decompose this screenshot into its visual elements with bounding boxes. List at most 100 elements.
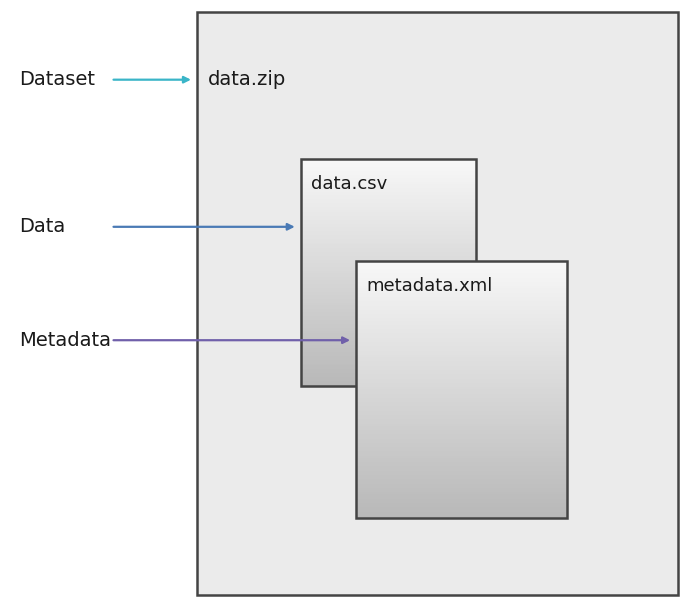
Bar: [356, 443, 567, 445]
Bar: [356, 419, 567, 422]
Bar: [301, 220, 476, 222]
Bar: [301, 327, 476, 330]
Bar: [301, 343, 476, 345]
Bar: [301, 297, 476, 299]
Bar: [301, 311, 476, 313]
Bar: [356, 284, 567, 286]
Bar: [356, 297, 567, 299]
Bar: [301, 227, 476, 229]
Bar: [356, 359, 567, 362]
Bar: [356, 445, 567, 447]
Bar: [301, 384, 476, 386]
Bar: [356, 289, 567, 291]
Bar: [356, 402, 567, 405]
Bar: [301, 339, 476, 341]
Bar: [356, 508, 567, 509]
Bar: [356, 394, 567, 396]
Bar: [356, 434, 567, 436]
Bar: [356, 346, 567, 348]
Bar: [301, 261, 476, 264]
Bar: [356, 269, 567, 271]
Bar: [301, 167, 476, 169]
Bar: [301, 196, 476, 197]
Bar: [356, 471, 567, 473]
Bar: [301, 286, 476, 288]
Bar: [356, 396, 567, 398]
Bar: [356, 406, 567, 408]
Bar: [356, 497, 567, 499]
Bar: [356, 263, 567, 265]
Bar: [301, 326, 476, 327]
Bar: [356, 392, 567, 394]
Bar: [197, 12, 678, 595]
Bar: [356, 501, 567, 503]
Bar: [356, 293, 567, 295]
Bar: [301, 159, 476, 161]
Bar: [301, 337, 476, 339]
Bar: [356, 364, 567, 365]
Bar: [356, 381, 567, 383]
Bar: [301, 216, 476, 218]
Bar: [301, 348, 476, 350]
Bar: [301, 309, 476, 311]
Bar: [356, 310, 567, 312]
Bar: [356, 462, 567, 465]
Bar: [301, 218, 476, 220]
Bar: [356, 318, 567, 321]
Bar: [356, 432, 567, 434]
Bar: [356, 276, 567, 278]
Bar: [301, 207, 476, 208]
Bar: [356, 322, 567, 325]
Bar: [356, 372, 567, 374]
Bar: [356, 417, 567, 419]
Bar: [301, 383, 476, 384]
Bar: [356, 477, 567, 479]
Bar: [356, 316, 567, 319]
Bar: [356, 411, 567, 413]
Bar: [301, 226, 476, 227]
Bar: [301, 199, 476, 201]
Bar: [301, 237, 476, 238]
Bar: [301, 175, 476, 177]
Bar: [301, 210, 476, 212]
Bar: [301, 163, 476, 165]
Bar: [301, 381, 476, 383]
Bar: [356, 385, 567, 387]
Bar: [301, 341, 476, 343]
Bar: [356, 511, 567, 514]
Bar: [301, 224, 476, 226]
Bar: [301, 184, 476, 186]
Bar: [356, 357, 567, 359]
Bar: [301, 246, 476, 248]
Bar: [356, 482, 567, 484]
Bar: [356, 503, 567, 505]
Bar: [356, 299, 567, 302]
Bar: [356, 426, 567, 428]
Bar: [356, 422, 567, 424]
Bar: [356, 516, 567, 518]
Bar: [301, 313, 476, 314]
Bar: [356, 282, 567, 284]
Bar: [356, 409, 567, 411]
Bar: [301, 345, 476, 346]
Bar: [301, 271, 476, 273]
Bar: [301, 316, 476, 318]
Bar: [356, 278, 567, 280]
Bar: [301, 257, 476, 259]
Bar: [301, 320, 476, 322]
Bar: [356, 405, 567, 406]
Bar: [301, 256, 476, 257]
Bar: [301, 235, 476, 237]
Bar: [356, 415, 567, 417]
Bar: [301, 241, 476, 243]
Bar: [356, 492, 567, 494]
Bar: [356, 490, 567, 492]
Bar: [356, 451, 567, 454]
Bar: [301, 294, 476, 295]
Bar: [301, 352, 476, 354]
Bar: [301, 360, 476, 362]
Bar: [301, 290, 476, 292]
Bar: [301, 205, 476, 207]
Bar: [301, 254, 476, 256]
Bar: [356, 331, 567, 333]
